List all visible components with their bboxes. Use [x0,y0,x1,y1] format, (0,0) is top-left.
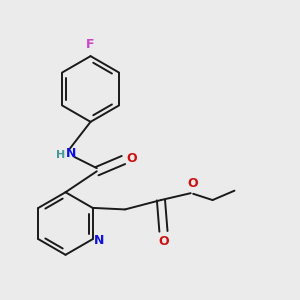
Text: O: O [158,235,169,248]
Text: H: H [56,150,65,160]
Text: O: O [187,177,197,190]
Text: N: N [66,147,76,160]
Text: N: N [94,234,105,247]
Text: F: F [86,38,95,51]
Text: O: O [127,152,137,165]
